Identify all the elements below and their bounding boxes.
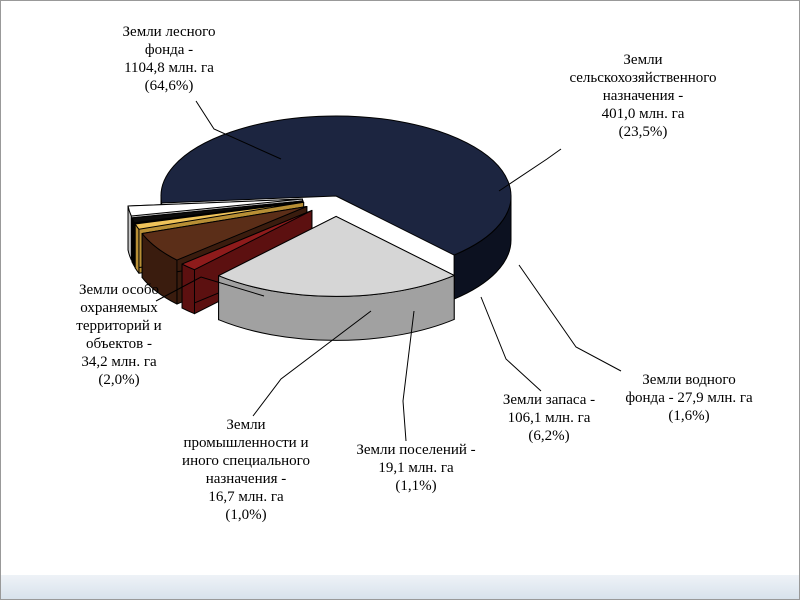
label-agri: Земли сельскохозяйственного назначения -… xyxy=(523,51,763,141)
label-industry: Земли промышленности и иного специальног… xyxy=(141,416,351,524)
label-forest: Земли лесного фонда - 1104,8 млн. га (64… xyxy=(74,23,264,95)
chart-frame: Земли лесного фонда - 1104,8 млн. га (64… xyxy=(0,0,800,600)
footer-band xyxy=(1,575,799,599)
label-reserve: Земли запаса - 106,1 млн. га (6,2%) xyxy=(469,391,629,445)
label-protected: Земли особо охраняемых территорий и объе… xyxy=(29,281,209,389)
